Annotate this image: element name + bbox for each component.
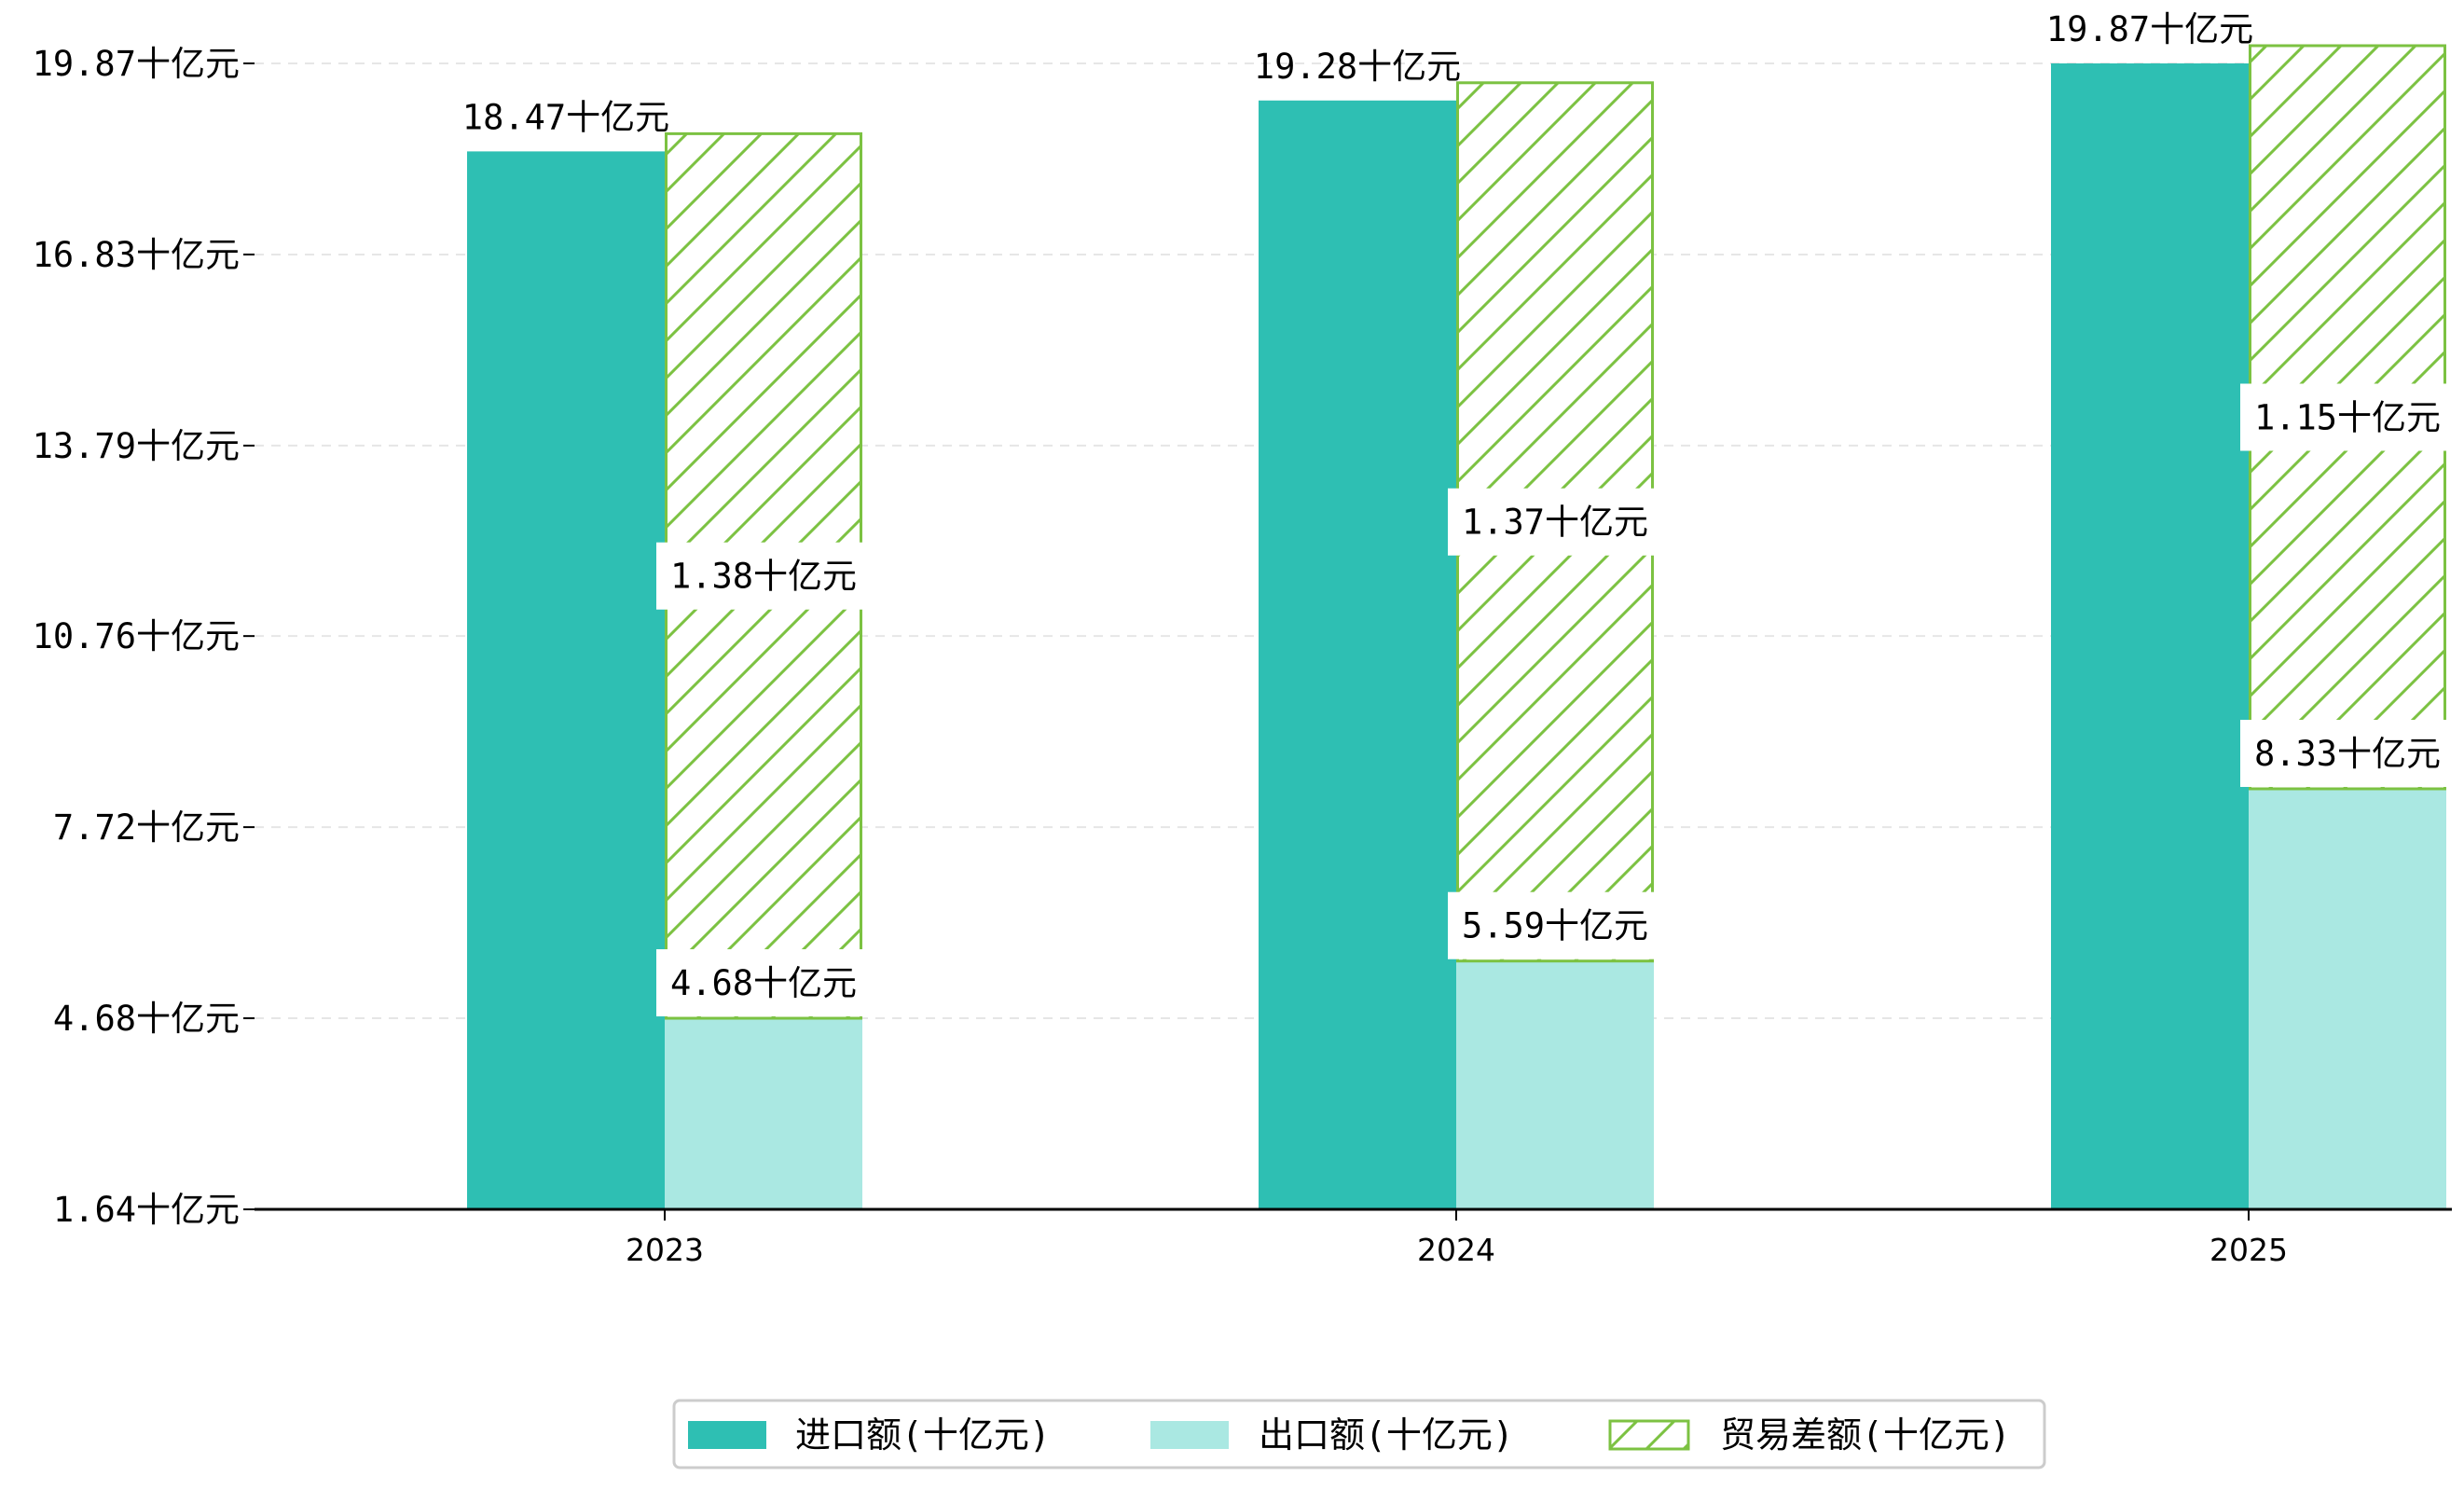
import-value-label: 18.47十亿元 [462, 97, 669, 137]
legend-balance-label: 贸易差额(十亿元) [1720, 1414, 2011, 1456]
import-bar [467, 151, 665, 1209]
legend-import-swatch [688, 1421, 766, 1449]
export-bar [2249, 788, 2446, 1209]
y-tick-label: 10.76十亿元 [33, 616, 240, 656]
x-tick-label: 2023 [626, 1232, 704, 1268]
y-tick-label: 13.79十亿元 [33, 426, 240, 466]
bars [467, 44, 2446, 1210]
y-tick-label: 1.64十亿元 [53, 1190, 240, 1230]
x-tick-label: 2024 [1417, 1232, 1495, 1268]
export-bar [1456, 960, 1654, 1209]
legend-export-label: 出口额(十亿元) [1259, 1414, 1514, 1456]
legend-balance-swatch [1608, 1419, 1690, 1451]
legend: 进口额(十亿元) 出口额(十亿元) 贸易差额(十亿元) [672, 1399, 2046, 1469]
export-value-label: 4.68十亿元 [670, 963, 857, 1003]
y-axis: 1.64十亿元 4.68十亿元 7.72十亿元 10.76十亿元 13.79十亿元 16.… [33, 44, 255, 1230]
import-value-label: 19.28十亿元 [1254, 47, 1461, 87]
data-labels: 18.47十亿元 4.68十亿元 1.38十亿元 19.28十亿元 5.59十亿元 1.3… [462, 9, 2455, 1017]
legend-frame [672, 1399, 2046, 1469]
legend-import-label: 进口额(十亿元) [795, 1414, 1051, 1456]
y-tick-label: 19.87十亿元 [33, 44, 240, 84]
balance-value-label-bg [2240, 383, 2455, 451]
import-bar [1259, 100, 1456, 1210]
balance-value-label: 1.38十亿元 [670, 557, 857, 597]
balance-value-label: 1.37十亿元 [1462, 503, 1648, 543]
import-bar [2051, 63, 2249, 1209]
export-value-label: 8.33十亿元 [2254, 734, 2441, 774]
export-value-label: 5.59十亿元 [1462, 906, 1648, 946]
balance-value-label-bg [1448, 488, 1662, 556]
export-value-label-bg [656, 949, 871, 1017]
y-tick-label: 16.83十亿元 [33, 235, 240, 275]
export-value-label-bg [1448, 891, 1662, 959]
import-value-label: 19.87十亿元 [2046, 9, 2253, 49]
y-tick-label: 7.72十亿元 [53, 807, 240, 848]
export-value-label-bg [2240, 719, 2455, 787]
export-bar [665, 1018, 862, 1209]
y-tick-label: 4.68十亿元 [53, 999, 240, 1039]
x-axis: 2023 2024 2025 [626, 1209, 2288, 1268]
balance-value-label-bg [656, 542, 871, 610]
x-tick-label: 2025 [2209, 1232, 2288, 1268]
legend-export-swatch [1150, 1421, 1229, 1449]
balance-value-label: 1.15十亿元 [2254, 397, 2441, 437]
